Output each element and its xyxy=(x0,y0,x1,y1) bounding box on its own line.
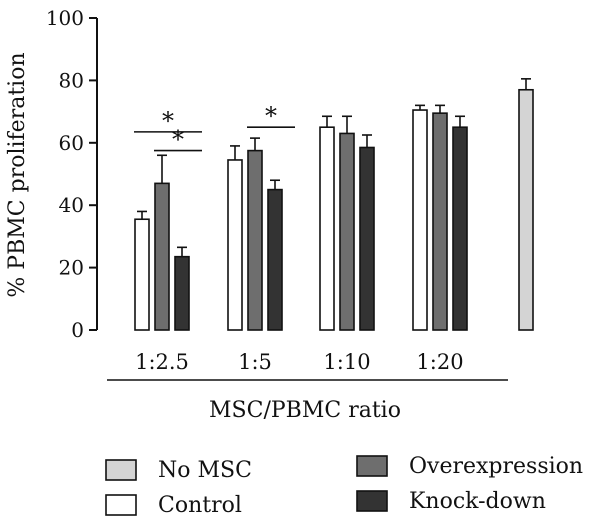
x-axis-title: MSC/PBMC ratio xyxy=(209,398,401,423)
legend-label: Control xyxy=(158,493,242,518)
x-tick-label: 1:20 xyxy=(416,350,463,374)
bar-no-msc xyxy=(518,88,534,331)
significance-star: * xyxy=(162,107,174,135)
legend-label: No MSC xyxy=(158,458,252,483)
legend: No MSC Overexpression Control Knock-down xyxy=(105,454,583,518)
y-tick-label: 80 xyxy=(59,68,84,92)
y-tick-label: 60 xyxy=(59,131,84,155)
bar-overexpression-1-2.5 xyxy=(154,182,170,331)
significance-group: *** xyxy=(134,102,295,154)
legend-label: Knock-down xyxy=(409,489,546,514)
y-tick-label: 100 xyxy=(46,6,84,30)
bar-knock-down-1-10 xyxy=(359,146,375,331)
bar-knock-down-1-20 xyxy=(452,126,468,331)
y-tick-label: 0 xyxy=(71,318,84,342)
x-tick-label: 1:10 xyxy=(323,350,370,374)
bar-control-1-5 xyxy=(227,159,243,331)
legend-swatch xyxy=(105,459,137,481)
bar-knock-down-1-2.5 xyxy=(174,255,190,331)
bar-knock-down-1-5 xyxy=(267,188,283,331)
y-axis-title: % PBMC proliferation xyxy=(5,52,30,297)
bar-overexpression-1-10 xyxy=(339,132,355,331)
y-tick-label: 20 xyxy=(59,256,84,280)
legend-swatch xyxy=(105,494,137,516)
x-tick-label: 1:5 xyxy=(238,350,272,374)
bar-control-1-10 xyxy=(319,126,335,331)
significance-star: * xyxy=(265,102,277,130)
x-tick-label: 1:2.5 xyxy=(135,350,189,374)
significance-star: * xyxy=(172,126,184,154)
bar-overexpression-1-5 xyxy=(247,149,263,331)
bar-control-1-2.5 xyxy=(134,218,150,331)
legend-label: Overexpression xyxy=(409,454,583,479)
y-tick-label: 40 xyxy=(59,193,84,217)
bar-overexpression-1-20 xyxy=(432,112,448,331)
legend-swatch xyxy=(356,490,388,512)
axes: 0 20 40 60 80 100 xyxy=(46,6,508,381)
legend-swatch xyxy=(356,455,388,477)
bar-control-1-20 xyxy=(412,109,428,331)
bars-group: 1:2.5 1:5 1:10 1:20 xyxy=(134,78,534,374)
